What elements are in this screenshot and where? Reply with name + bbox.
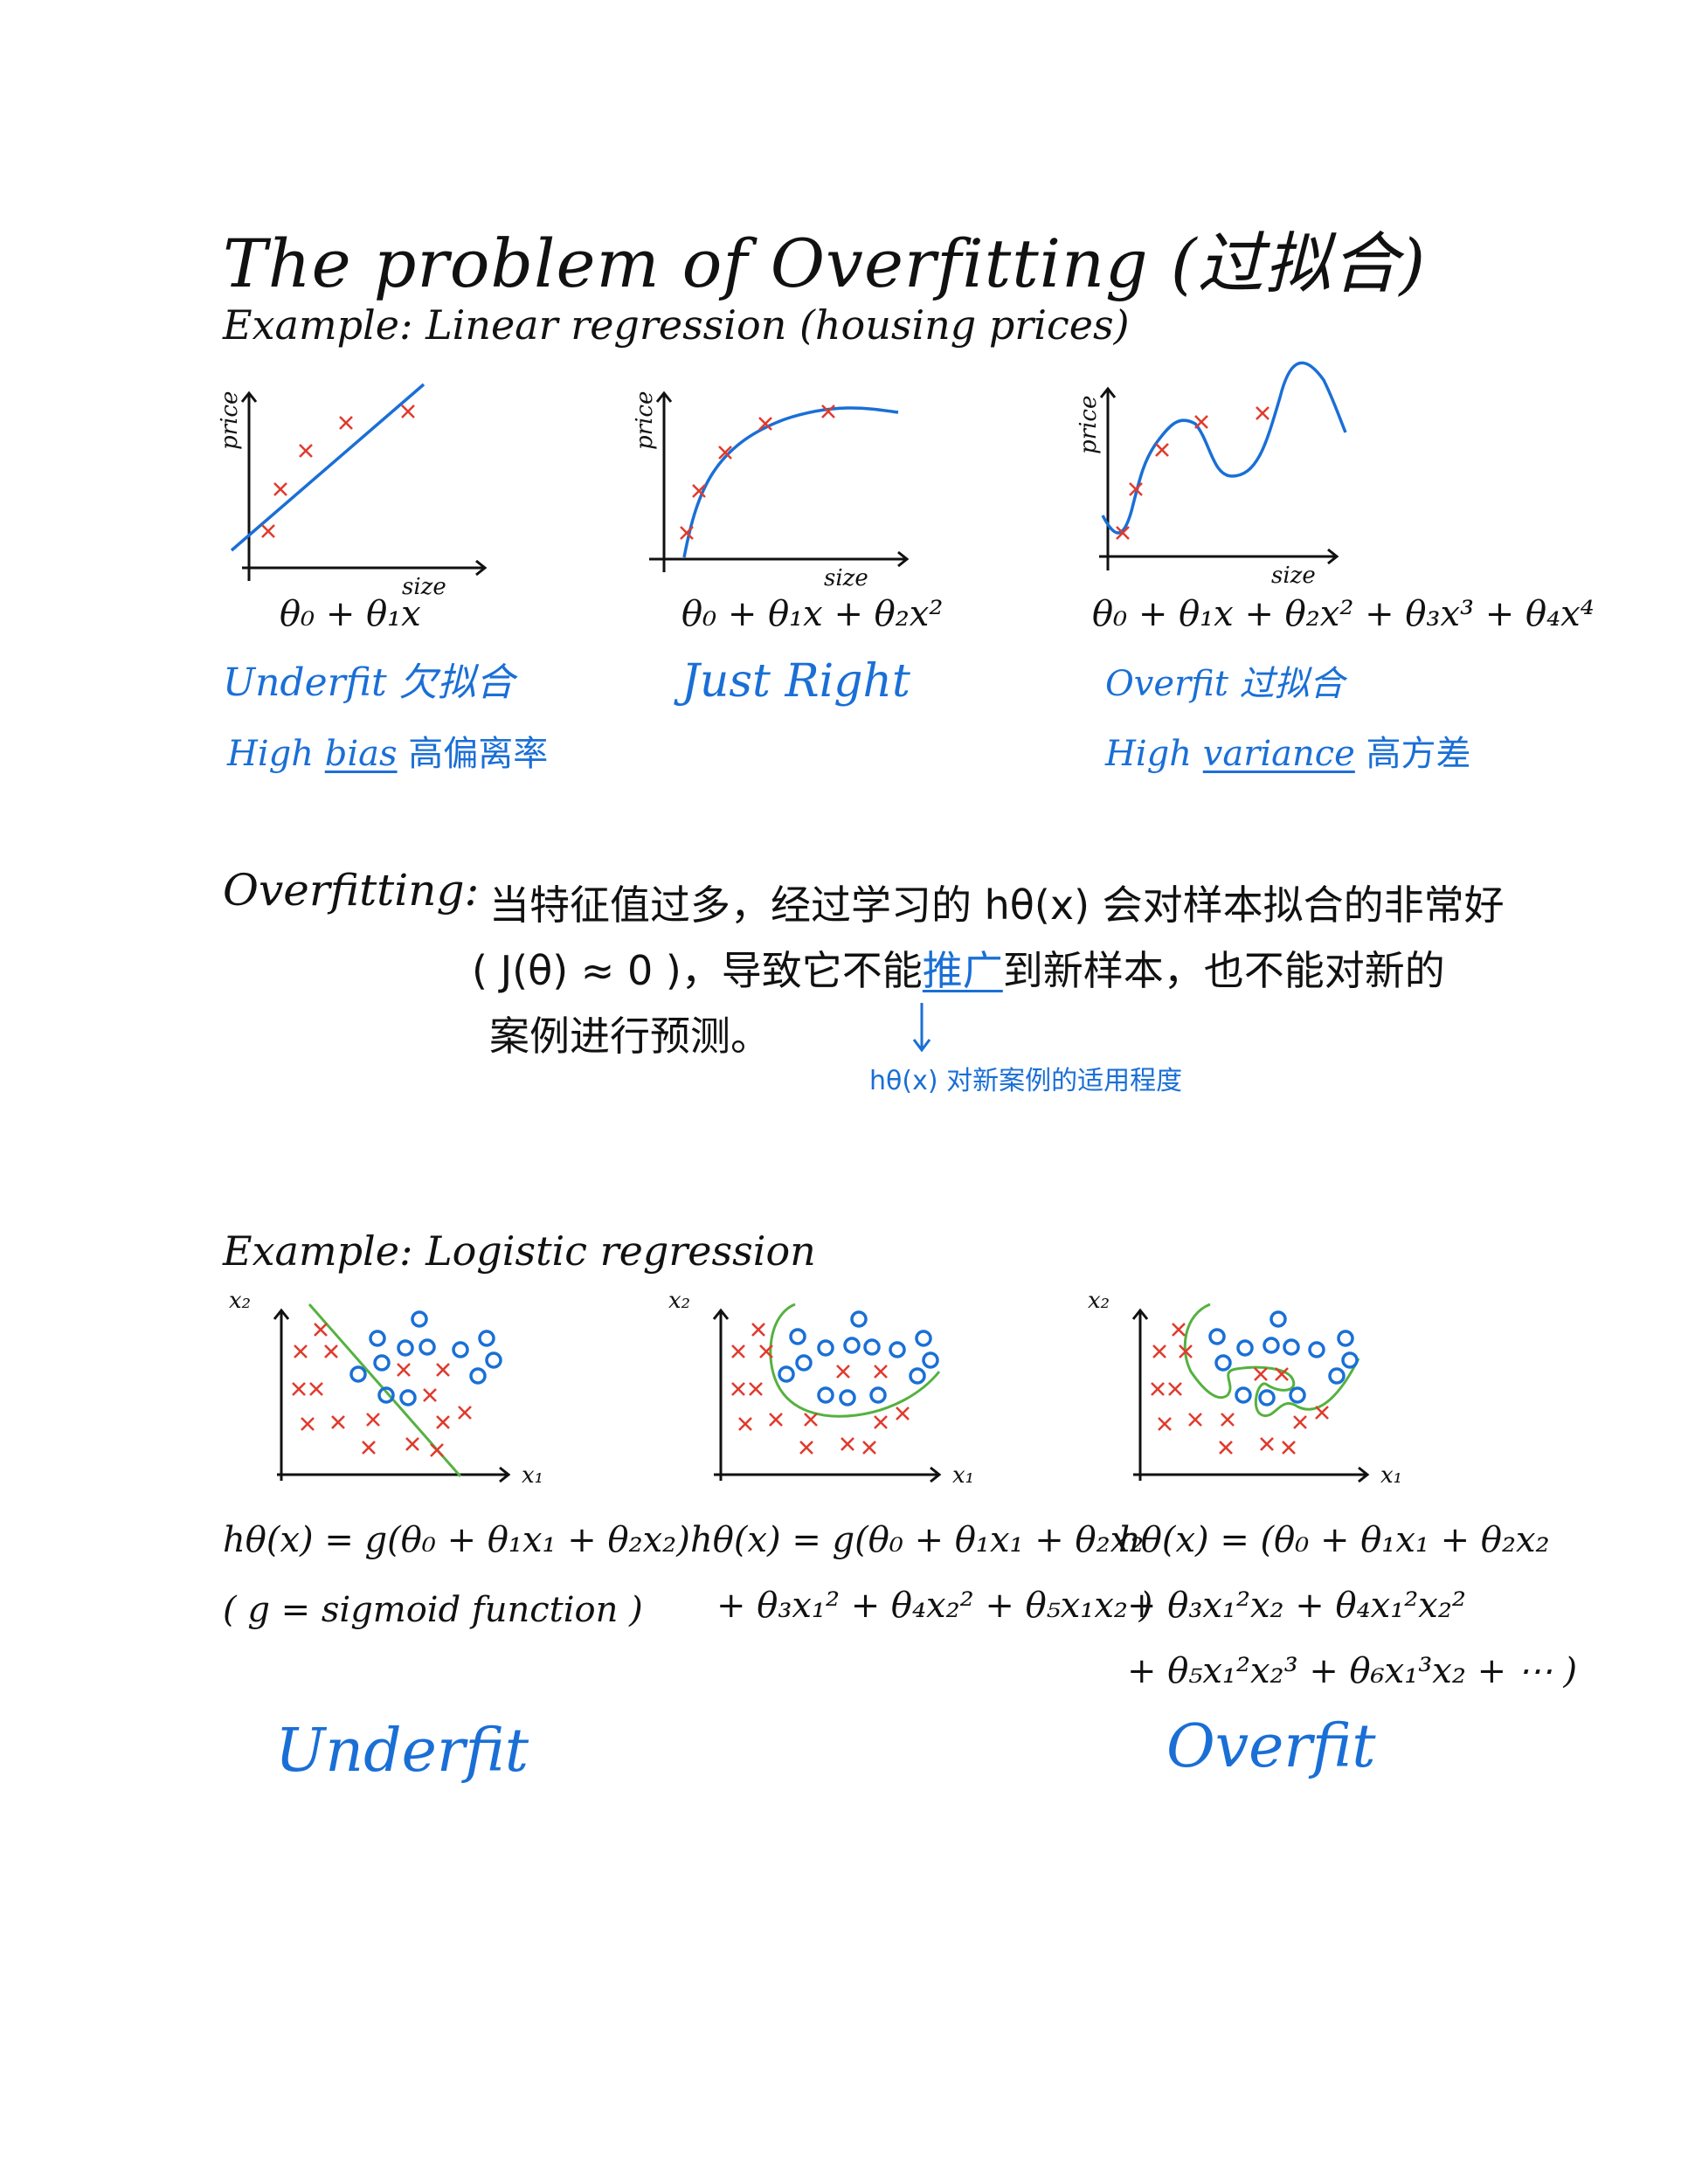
xlabel: x₁ (1380, 1462, 1402, 1489)
data-point (261, 524, 275, 538)
arrow-down-icon (912, 1003, 931, 1053)
linear-heading: Example: Linear regression (housing pric… (223, 301, 1130, 349)
ylabel: x₂ (229, 1288, 251, 1314)
ylabel: price (632, 391, 658, 450)
data-point (1116, 526, 1130, 540)
variance-term: variance (1202, 734, 1355, 774)
generalize-note: hθ(x) 对新案例的适用程度 (869, 1066, 1183, 1096)
variance-cn: 高方差 (1366, 734, 1471, 774)
o-markers (778, 1310, 939, 1406)
high-bias-note: High bias 高偏离率 (227, 725, 548, 776)
definition-line-2: ( J(θ) ≈ 0 )，导致它不能推广到新样本，也不能对新的 (472, 939, 1445, 997)
definition-line-1: 当特征值过多，经过学习的 hθ(x) 会对样本拟合的非常好 (489, 881, 1505, 929)
data-point (401, 404, 415, 418)
xlabel: size (824, 565, 868, 591)
logistic-plot-overfit: x₂ x₁ (1088, 1288, 1402, 1489)
caption-underfit: Underfit (275, 1717, 529, 1786)
high-label: High (1105, 734, 1193, 774)
linear-plot-justright: price size (632, 390, 910, 591)
logistic-plot-underfit: x₂ x₁ (229, 1288, 543, 1489)
caption-overfit: Overfit (1166, 1712, 1376, 1781)
bias-cn: 高偏离率 (408, 734, 549, 774)
definition-line-2a: ( J(θ) ≈ 0 )，导致它不能 (472, 947, 923, 994)
xlabel: size (1271, 563, 1316, 589)
logistic-formula-1a: hθ(x) = g(θ₀ + θ₁x₁ + θ₂x₂) (223, 1520, 690, 1560)
data-point (1256, 406, 1269, 420)
logistic-formula-3b: + θ₃x₁²x₂ + θ₄x₁²x₂² (1127, 1586, 1466, 1626)
label-underfit: Underfit 欠拟合 (223, 660, 515, 705)
definition-label: Overfitting: (223, 865, 480, 916)
data-point (339, 416, 353, 430)
data-point (1129, 482, 1143, 496)
data-point (1155, 443, 1169, 457)
logistic-formula-1b: ( g = sigmoid function ) (223, 1590, 643, 1630)
high-variance-note: High variance 高方差 (1105, 725, 1471, 776)
logistic-formula-3c: + θ₅x₁²x₂³ + θ₆x₁³x₂ + ⋯ ) (1127, 1651, 1578, 1691)
bias-term: bias (324, 734, 398, 774)
linear-plot-underfit: price size (217, 383, 488, 600)
linear-plot-overfit: price size (1076, 361, 1347, 589)
data-point (299, 444, 313, 458)
data-point (273, 482, 287, 496)
xlabel: x₁ (522, 1462, 543, 1489)
xlabel: x₁ (952, 1462, 974, 1489)
definition-line-2b: 到新样本，也不能对新的 (1002, 947, 1445, 994)
logistic-plot-justright: x₂ x₁ (668, 1288, 974, 1489)
xlabel: size (402, 574, 446, 600)
definition-line-3: 案例进行预测。 (489, 1013, 771, 1060)
logistic-heading: Example: Logistic regression (223, 1227, 816, 1275)
x-markers (731, 1323, 910, 1455)
logistic-formula-3a: hθ(x) = (θ₀ + θ₁x₁ + θ₂x₂ (1118, 1520, 1550, 1560)
label-just-right: Just Right (681, 655, 910, 708)
data-point (680, 526, 694, 540)
data-point (821, 404, 835, 418)
data-point (1194, 415, 1208, 429)
high-label: High (227, 734, 315, 774)
o-markers (1208, 1310, 1359, 1406)
formula-quadratic: θ₀ + θ₁x + θ₂x² (681, 594, 944, 634)
ylabel: x₂ (1088, 1288, 1110, 1314)
ylabel: price (1076, 396, 1102, 454)
logistic-formula-2a: hθ(x) = g(θ₀ + θ₁x₁ + θ₂x₂ (690, 1520, 1145, 1560)
formula-quartic: θ₀ + θ₁x + θ₂x² + θ₃x³ + θ₄x⁴ (1092, 594, 1595, 634)
formula-linear: θ₀ + θ₁x (280, 594, 421, 634)
ylabel: price (217, 391, 243, 450)
data-point (718, 446, 732, 460)
o-markers (349, 1310, 502, 1406)
x-markers (292, 1323, 472, 1457)
data-point (692, 484, 706, 498)
ylabel: x₂ (668, 1288, 690, 1314)
generalize-term: 推广 (922, 947, 1003, 994)
data-point (758, 417, 772, 431)
x-markers (1151, 1323, 1329, 1455)
label-overfit: Overfit 过拟合 (1105, 664, 1345, 704)
logistic-formula-2b: + θ₃x₁² + θ₄x₂² + θ₅x₁x₂ ) (716, 1586, 1153, 1626)
page-title: The problem of Overfitting (过拟合) (223, 225, 1427, 302)
